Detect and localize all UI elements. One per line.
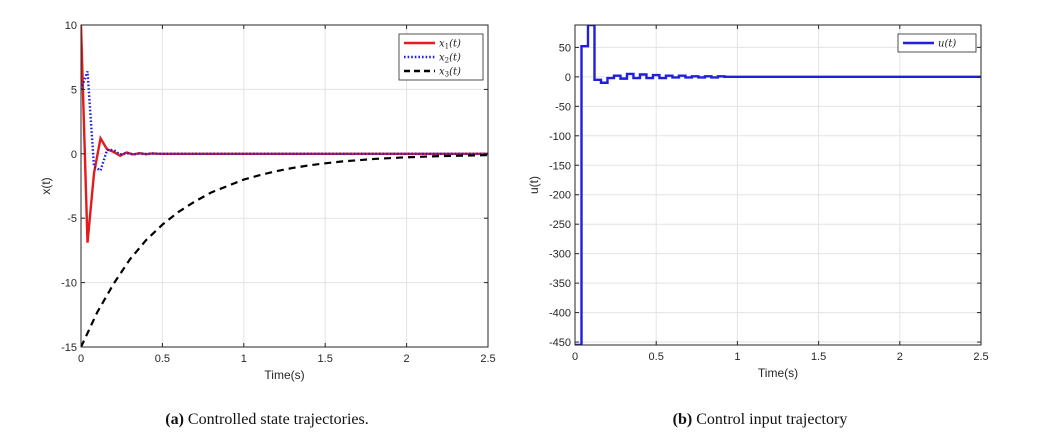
- xtick-label-0: 0: [78, 353, 84, 365]
- xtick-label-0: 0: [572, 351, 578, 363]
- legend-box: [398, 33, 484, 81]
- x-axis-label: Time(s): [758, 366, 798, 380]
- legend-label-0: u(t): [938, 39, 956, 50]
- xtick-label-5: 2.5: [480, 353, 495, 365]
- ytick-label-3: 0: [71, 149, 77, 161]
- ytick-label-2: -350: [549, 278, 571, 290]
- ytick-label-5: -200: [549, 190, 571, 202]
- xtick-label-5: 2.5: [973, 351, 988, 363]
- panel-b-control-input: 0 0.5 1 1.5 2 2.5 -450 -400 -350 -300 -250 -200 -150…: [527, 24, 989, 380]
- series-line-x3: [81, 153, 488, 347]
- legend: u(t): [897, 33, 977, 53]
- caption-b-text: Control input trajectory: [692, 411, 847, 428]
- caption-a-label: (a): [165, 411, 184, 428]
- ytick-label-9: 0: [565, 72, 571, 84]
- xtick-label-4: 2: [897, 351, 903, 363]
- ytick-label-5: 10: [65, 20, 77, 32]
- series-group: [81, 25, 488, 347]
- xtick-label-2: 1: [734, 351, 740, 363]
- ytick-label-4: -250: [549, 219, 571, 231]
- xtick-label-4: 2: [404, 353, 410, 365]
- series-line-x1: [81, 25, 488, 243]
- ytick-label-1: -10: [61, 278, 77, 290]
- ytick-label-6: -150: [549, 160, 571, 172]
- y-axis-label: u(t): [527, 176, 541, 194]
- xtick-label-1: 0.5: [155, 353, 170, 365]
- ytick-label-0: -450: [549, 337, 571, 349]
- ytick-label-10: 50: [559, 42, 571, 54]
- series-group: [575, 25, 981, 345]
- caption-a-text: Controlled state trajectories.: [184, 411, 369, 428]
- ytick-label-8: -50: [555, 101, 571, 113]
- legend-label-2: x3(t): [439, 67, 461, 79]
- ytick-label-2: -5: [67, 213, 77, 225]
- panel-a-state-trajectories: 0 0.5 1 1.5 2 2.5 -15 -10 -5 0 5 10 Time(s) x(t) x1(t)…: [39, 20, 496, 382]
- ytick-label-7: -100: [549, 131, 571, 143]
- axes-box: [80, 24, 489, 348]
- legend-label-1: x2(t): [439, 53, 461, 65]
- xtick-label-3: 1.5: [318, 353, 333, 365]
- legend: x1(t) x2(t) x3(t): [398, 33, 484, 81]
- x-axis-label: Time(s): [264, 368, 304, 382]
- ytick-label-3: -300: [549, 249, 571, 261]
- ytick-label-1: -400: [549, 308, 571, 320]
- ytick-label-4: 5: [71, 84, 77, 96]
- caption-b-label: (b): [673, 411, 693, 428]
- plot-area: [575, 25, 981, 345]
- xtick-label-2: 1: [241, 353, 247, 365]
- legend-box: [897, 33, 977, 53]
- caption-a: (a) Controlled state trajectories.: [165, 411, 368, 428]
- xtick-label-1: 0.5: [649, 351, 664, 363]
- axes-box: [574, 24, 982, 346]
- xtick-label-3: 1.5: [811, 351, 826, 363]
- ytick-label-0: -15: [61, 342, 77, 354]
- series-line-u: [575, 25, 981, 345]
- caption-b: (b) Control input trajectory: [673, 411, 848, 428]
- y-axis-label: x(t): [39, 177, 53, 194]
- legend-label-0: x1(t): [439, 39, 461, 51]
